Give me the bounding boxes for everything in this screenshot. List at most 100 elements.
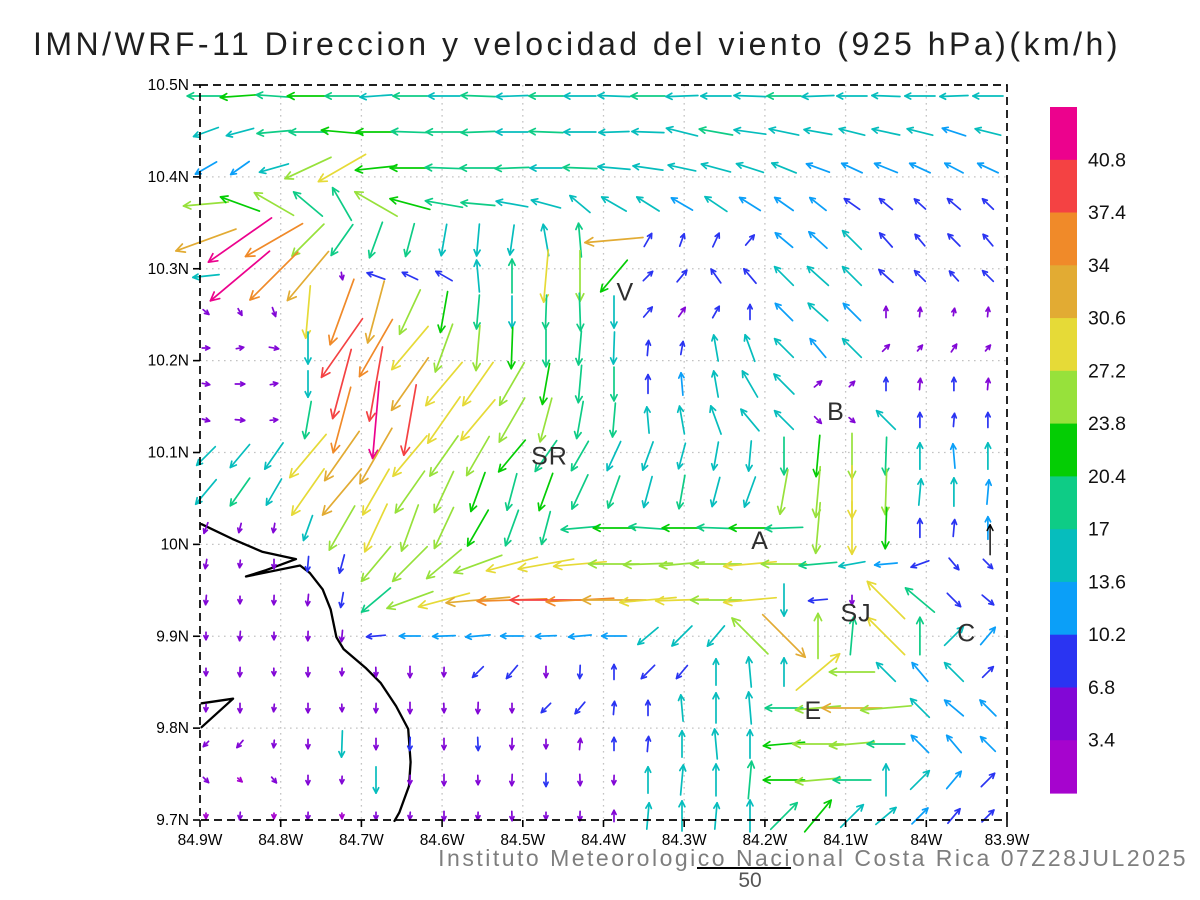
wind-vector [570, 440, 590, 472]
x-tick-label: 84.4W [581, 832, 626, 849]
colorbar: 40.8 37.4 34 30.6 27.2 23.8 20.4 17 13.6 10.2 6.8 3… [1050, 107, 1126, 794]
wind-vector [236, 739, 244, 749]
wind-vector [539, 510, 552, 546]
wind-vector [881, 343, 891, 353]
wind-vector [495, 92, 529, 101]
wind-vector [710, 268, 722, 284]
wind-vector [645, 339, 652, 357]
wind-vector [606, 475, 621, 509]
wind-vector [981, 665, 995, 679]
wind-vector [645, 801, 653, 830]
wind-vector [883, 305, 889, 319]
wind-vector [641, 475, 653, 509]
wind-vector [878, 268, 894, 284]
wind-vector [875, 806, 897, 826]
wind-vector [773, 337, 795, 359]
wind-vector [801, 92, 835, 101]
wind-vector [203, 594, 209, 606]
wind-vector [641, 441, 654, 471]
wind-vector [762, 740, 806, 750]
wind-vector [642, 306, 654, 318]
wind-vector [321, 468, 363, 516]
wind-vector [255, 91, 293, 100]
wind-vector [271, 631, 277, 641]
wind-vector [537, 397, 553, 443]
wind-vector [543, 738, 549, 750]
wind-vector [676, 474, 686, 510]
wind-vector [192, 273, 220, 281]
wind-vectors [175, 91, 1004, 833]
wind-vector [529, 164, 563, 172]
wind-vector [466, 509, 490, 547]
wind-vector [506, 224, 515, 256]
reference-speed-label: 50 [738, 869, 762, 892]
wind-vector [495, 198, 529, 208]
wind-vector [644, 765, 652, 794]
wind-vector [575, 330, 583, 366]
wind-vector [910, 734, 930, 754]
wind-vector [711, 232, 721, 248]
wind-vector [760, 559, 808, 569]
wind-vector [689, 595, 743, 605]
wind-vector [301, 400, 313, 440]
plot-border [199, 84, 1008, 821]
wind-vector [658, 560, 706, 570]
wind-vector [985, 377, 992, 391]
wind-vector [537, 472, 554, 512]
wind-vector [575, 222, 583, 258]
wind-vector [203, 667, 209, 677]
wind-vector [979, 699, 997, 717]
wind-vector [497, 439, 527, 473]
x-tick-label: 83.9W [985, 832, 1030, 849]
wind-vector [534, 632, 558, 640]
station-label-a: A [751, 527, 769, 555]
wind-vector [948, 557, 960, 571]
wind-vector [202, 740, 210, 748]
wind-vector [560, 524, 600, 534]
colorbar-tick-label: 34 [1088, 255, 1110, 277]
wind-vector [207, 217, 273, 263]
wind-vector [203, 812, 209, 820]
x-tick-label: 84W [910, 832, 942, 849]
wind-vector [866, 739, 906, 749]
wind-vector [791, 739, 845, 749]
colorbar-tick-label: 13.6 [1088, 571, 1126, 593]
wind-vector [711, 728, 719, 760]
wind-vector [365, 633, 387, 640]
wind-vector [984, 411, 992, 429]
wind-vector [353, 190, 398, 218]
wind-vector [875, 661, 897, 683]
wind-vector [508, 295, 516, 329]
wind-vector [811, 501, 822, 555]
wind-vector [700, 161, 732, 173]
wind-vector [505, 664, 519, 680]
wind-vector [209, 250, 271, 302]
wind-vector [434, 270, 453, 282]
wind-vector [836, 92, 868, 100]
wind-vector [609, 331, 618, 365]
wind-vector [398, 632, 422, 640]
wind-vector [359, 92, 393, 101]
wind-vector [328, 278, 355, 346]
wind-vector [441, 773, 447, 787]
wind-vector [229, 160, 251, 176]
wind-vector [485, 556, 539, 574]
wind-vector [403, 222, 416, 258]
wind-vector [974, 126, 1002, 137]
wind-vector [581, 594, 647, 606]
wind-vector [746, 729, 754, 759]
wind-vector [354, 165, 398, 174]
colorbar-cell [1050, 159, 1077, 214]
wind-vector [722, 560, 778, 571]
wind-vector [563, 128, 597, 136]
wind-vector [438, 223, 448, 257]
wind-vector [304, 369, 312, 399]
wind-vector [269, 381, 279, 387]
wind-vector [389, 196, 431, 211]
colorbar-cell [1050, 265, 1077, 319]
wind-vector [981, 594, 995, 606]
wind-vector [253, 191, 295, 217]
wind-vector [677, 694, 685, 722]
wind-vector [813, 612, 823, 660]
wind-vector [540, 702, 552, 714]
